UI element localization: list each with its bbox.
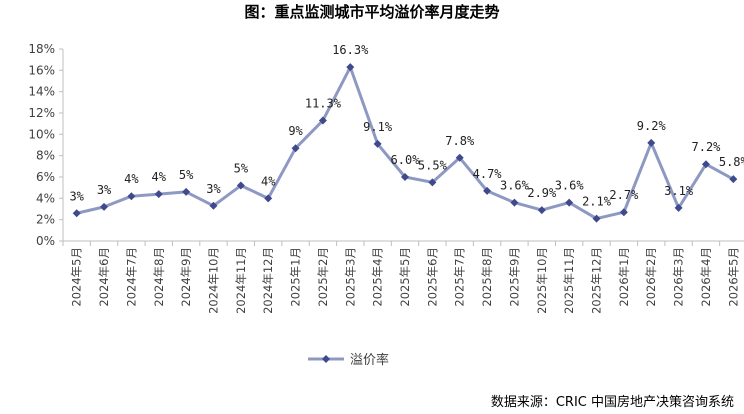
- data-point-marker: [127, 192, 136, 201]
- data-label: 9.1%: [363, 120, 393, 134]
- y-tick-label: 2%: [36, 213, 55, 227]
- data-label: 2.9%: [527, 186, 557, 200]
- data-label: 4%: [261, 174, 276, 188]
- data-point-marker: [236, 181, 245, 190]
- x-tick-label: 2024年11月: [234, 247, 248, 314]
- legend-label: 溢价率: [350, 352, 389, 368]
- data-point-marker: [592, 214, 601, 223]
- data-point-marker: [182, 187, 191, 196]
- x-tick-label: 2025年2月: [316, 247, 330, 307]
- y-tick-label: 18%: [28, 42, 55, 56]
- x-tick-label: 2024年7月: [124, 247, 138, 307]
- data-point-marker: [291, 144, 300, 153]
- data-labels: 3% 3% 4% 4% 5% 3% 5% 4% 9%11.3% 16.3% 9.1% 6.0%5.5%…: [69, 43, 744, 208]
- x-tick-label: 2025年7月: [453, 247, 467, 307]
- x-tick-label: 2024年9月: [179, 247, 193, 307]
- x-tick-label: 2025年9月: [507, 247, 521, 307]
- x-tick-label: 2026年5月: [726, 247, 740, 307]
- axes: 0% 2% 4% 6% 8% 10% 12% 14% 16% 18% 2024年5月 2024年6月 2…: [28, 42, 744, 314]
- data-label: 16.3%: [332, 43, 369, 57]
- data-label: 4%: [124, 172, 139, 186]
- x-tick-label: 2024年12月: [261, 247, 275, 314]
- y-tick-label: 6%: [36, 170, 55, 184]
- data-point-marker: [428, 178, 437, 187]
- y-tick-label: 8%: [36, 149, 55, 163]
- data-point-marker: [619, 208, 628, 217]
- data-label: 5.8%: [719, 155, 744, 169]
- x-tick-label: 2026年2月: [644, 247, 658, 307]
- x-tick-label: 2025年12月: [590, 247, 604, 314]
- data-label: 3.6%: [555, 179, 585, 193]
- data-point-marker: [701, 160, 710, 169]
- data-label: 3%: [69, 189, 84, 203]
- x-tick-label: 2024年6月: [97, 247, 111, 307]
- data-point-marker: [72, 209, 81, 218]
- x-tick-label: 2025年10月: [535, 247, 549, 314]
- data-point-marker: [154, 190, 163, 199]
- data-label: 3%: [206, 182, 221, 196]
- data-label: 4.7%: [473, 167, 503, 181]
- y-tick-label: 10%: [28, 127, 55, 141]
- data-point-marker: [537, 206, 546, 215]
- data-label: 11.3%: [305, 96, 342, 110]
- x-tick-label: 2025年4月: [371, 247, 385, 307]
- data-label: 4%: [152, 170, 167, 184]
- x-tick-label: 2025年6月: [425, 247, 439, 307]
- data-point-marker: [346, 63, 355, 72]
- y-tick-label: 0%: [36, 234, 55, 248]
- data-label: 6.0%: [391, 153, 421, 167]
- data-point-marker: [483, 186, 492, 195]
- data-point-marker: [674, 203, 683, 212]
- data-point-marker: [455, 153, 464, 162]
- data-point-marker: [264, 194, 273, 203]
- data-point-marker: [565, 198, 574, 207]
- y-tick-label: 4%: [36, 191, 55, 205]
- data-label: 7.8%: [445, 134, 475, 148]
- source-note: 数据来源：CRIC 中国房地产决策咨询系统: [491, 394, 734, 410]
- legend: 溢价率: [308, 352, 389, 368]
- data-point-marker: [401, 173, 409, 181]
- data-point-marker: [647, 138, 656, 147]
- data-point-marker: [373, 139, 382, 148]
- x-tick-label: 2026年1月: [617, 247, 631, 307]
- x-tick-label: 2025年11月: [562, 247, 576, 314]
- data-point-marker: [100, 202, 109, 211]
- x-tick-label: 2025年5月: [398, 247, 412, 307]
- data-label: 7.2%: [692, 140, 722, 154]
- data-label: 2.7%: [609, 188, 639, 202]
- x-tick-label: 2026年3月: [672, 247, 686, 307]
- series-layer: [72, 63, 738, 223]
- data-label: 9.2%: [637, 119, 667, 133]
- x-tick-label: 2024年10月: [206, 247, 220, 314]
- data-point-marker: [510, 198, 519, 207]
- data-label: 3.6%: [500, 179, 530, 193]
- data-label: 9%: [288, 124, 303, 138]
- x-tick-label: 2025年1月: [289, 247, 303, 307]
- data-label: 5%: [234, 162, 249, 176]
- data-point-marker: [729, 175, 738, 184]
- data-label: 3%: [97, 183, 112, 197]
- x-tick-label: 2025年8月: [480, 247, 494, 307]
- data-label: 5.5%: [418, 158, 448, 172]
- x-tick-label: 2024年5月: [70, 247, 84, 307]
- x-tick-label: 2025年3月: [343, 247, 357, 307]
- x-tick-label: 2026年4月: [699, 247, 713, 307]
- y-tick-label: 16%: [28, 63, 55, 77]
- data-point-marker: [209, 201, 218, 210]
- y-tick-label: 12%: [28, 106, 55, 120]
- legend-marker: [322, 355, 330, 363]
- data-label: 2.1%: [582, 195, 612, 209]
- chart-title: 图：重点监测城市平均溢价率月度走势: [244, 3, 499, 21]
- y-tick-label: 14%: [28, 85, 55, 99]
- x-tick-label: 2024年8月: [152, 247, 166, 307]
- data-label: 3.1%: [664, 184, 694, 198]
- data-label: 5%: [179, 168, 194, 182]
- data-point-marker: [318, 116, 327, 125]
